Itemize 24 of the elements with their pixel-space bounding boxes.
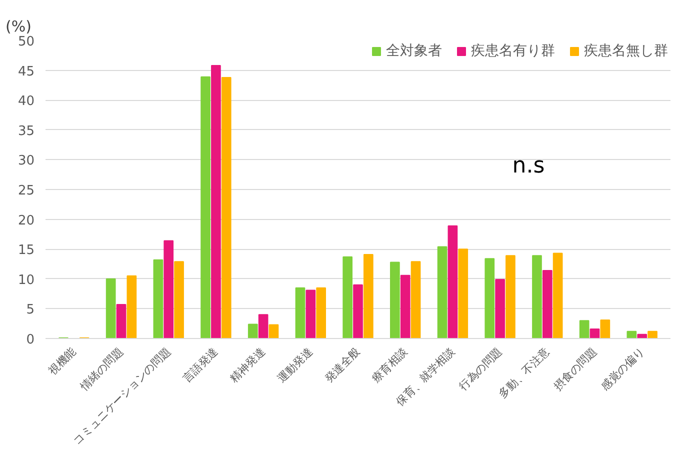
x-tick-label: 視機能 (46, 344, 79, 378)
y-tick-label: 15 (18, 243, 35, 258)
y-axis-title: (%) (6, 18, 32, 36)
y-tick-label: 35 (18, 124, 35, 139)
x-tick-label: 療育相談 (370, 344, 410, 386)
x-tick-label: 発達全般 (322, 344, 363, 386)
y-tick-label: 25 (18, 184, 35, 198)
x-tick-label: 感覚の偏り (598, 344, 647, 393)
legend-label: 疾患名有り群 (471, 42, 555, 60)
y-tick-label: 40 (18, 94, 35, 110)
y-tick-label: 50 (18, 34, 35, 50)
x-tick-label: 精神発達 (228, 344, 268, 386)
y-tick-label: 45 (18, 64, 35, 80)
y-tick-label: 30 (18, 154, 35, 169)
legend-label: 全対象者 (386, 42, 442, 60)
x-tick-label: 摂食の問題 (551, 344, 600, 393)
y-tick-label: 0 (26, 332, 35, 348)
y-tick-label: 10 (18, 272, 35, 288)
y-tick-label: 20 (18, 213, 35, 228)
annotation: n.s (512, 154, 545, 179)
legend-label: 疾患名無し群 (584, 42, 668, 60)
y-tick-label: 5 (26, 302, 35, 318)
x-tick-label: 運動発達 (274, 344, 316, 386)
x-tick-label: 言語発達 (180, 344, 221, 386)
